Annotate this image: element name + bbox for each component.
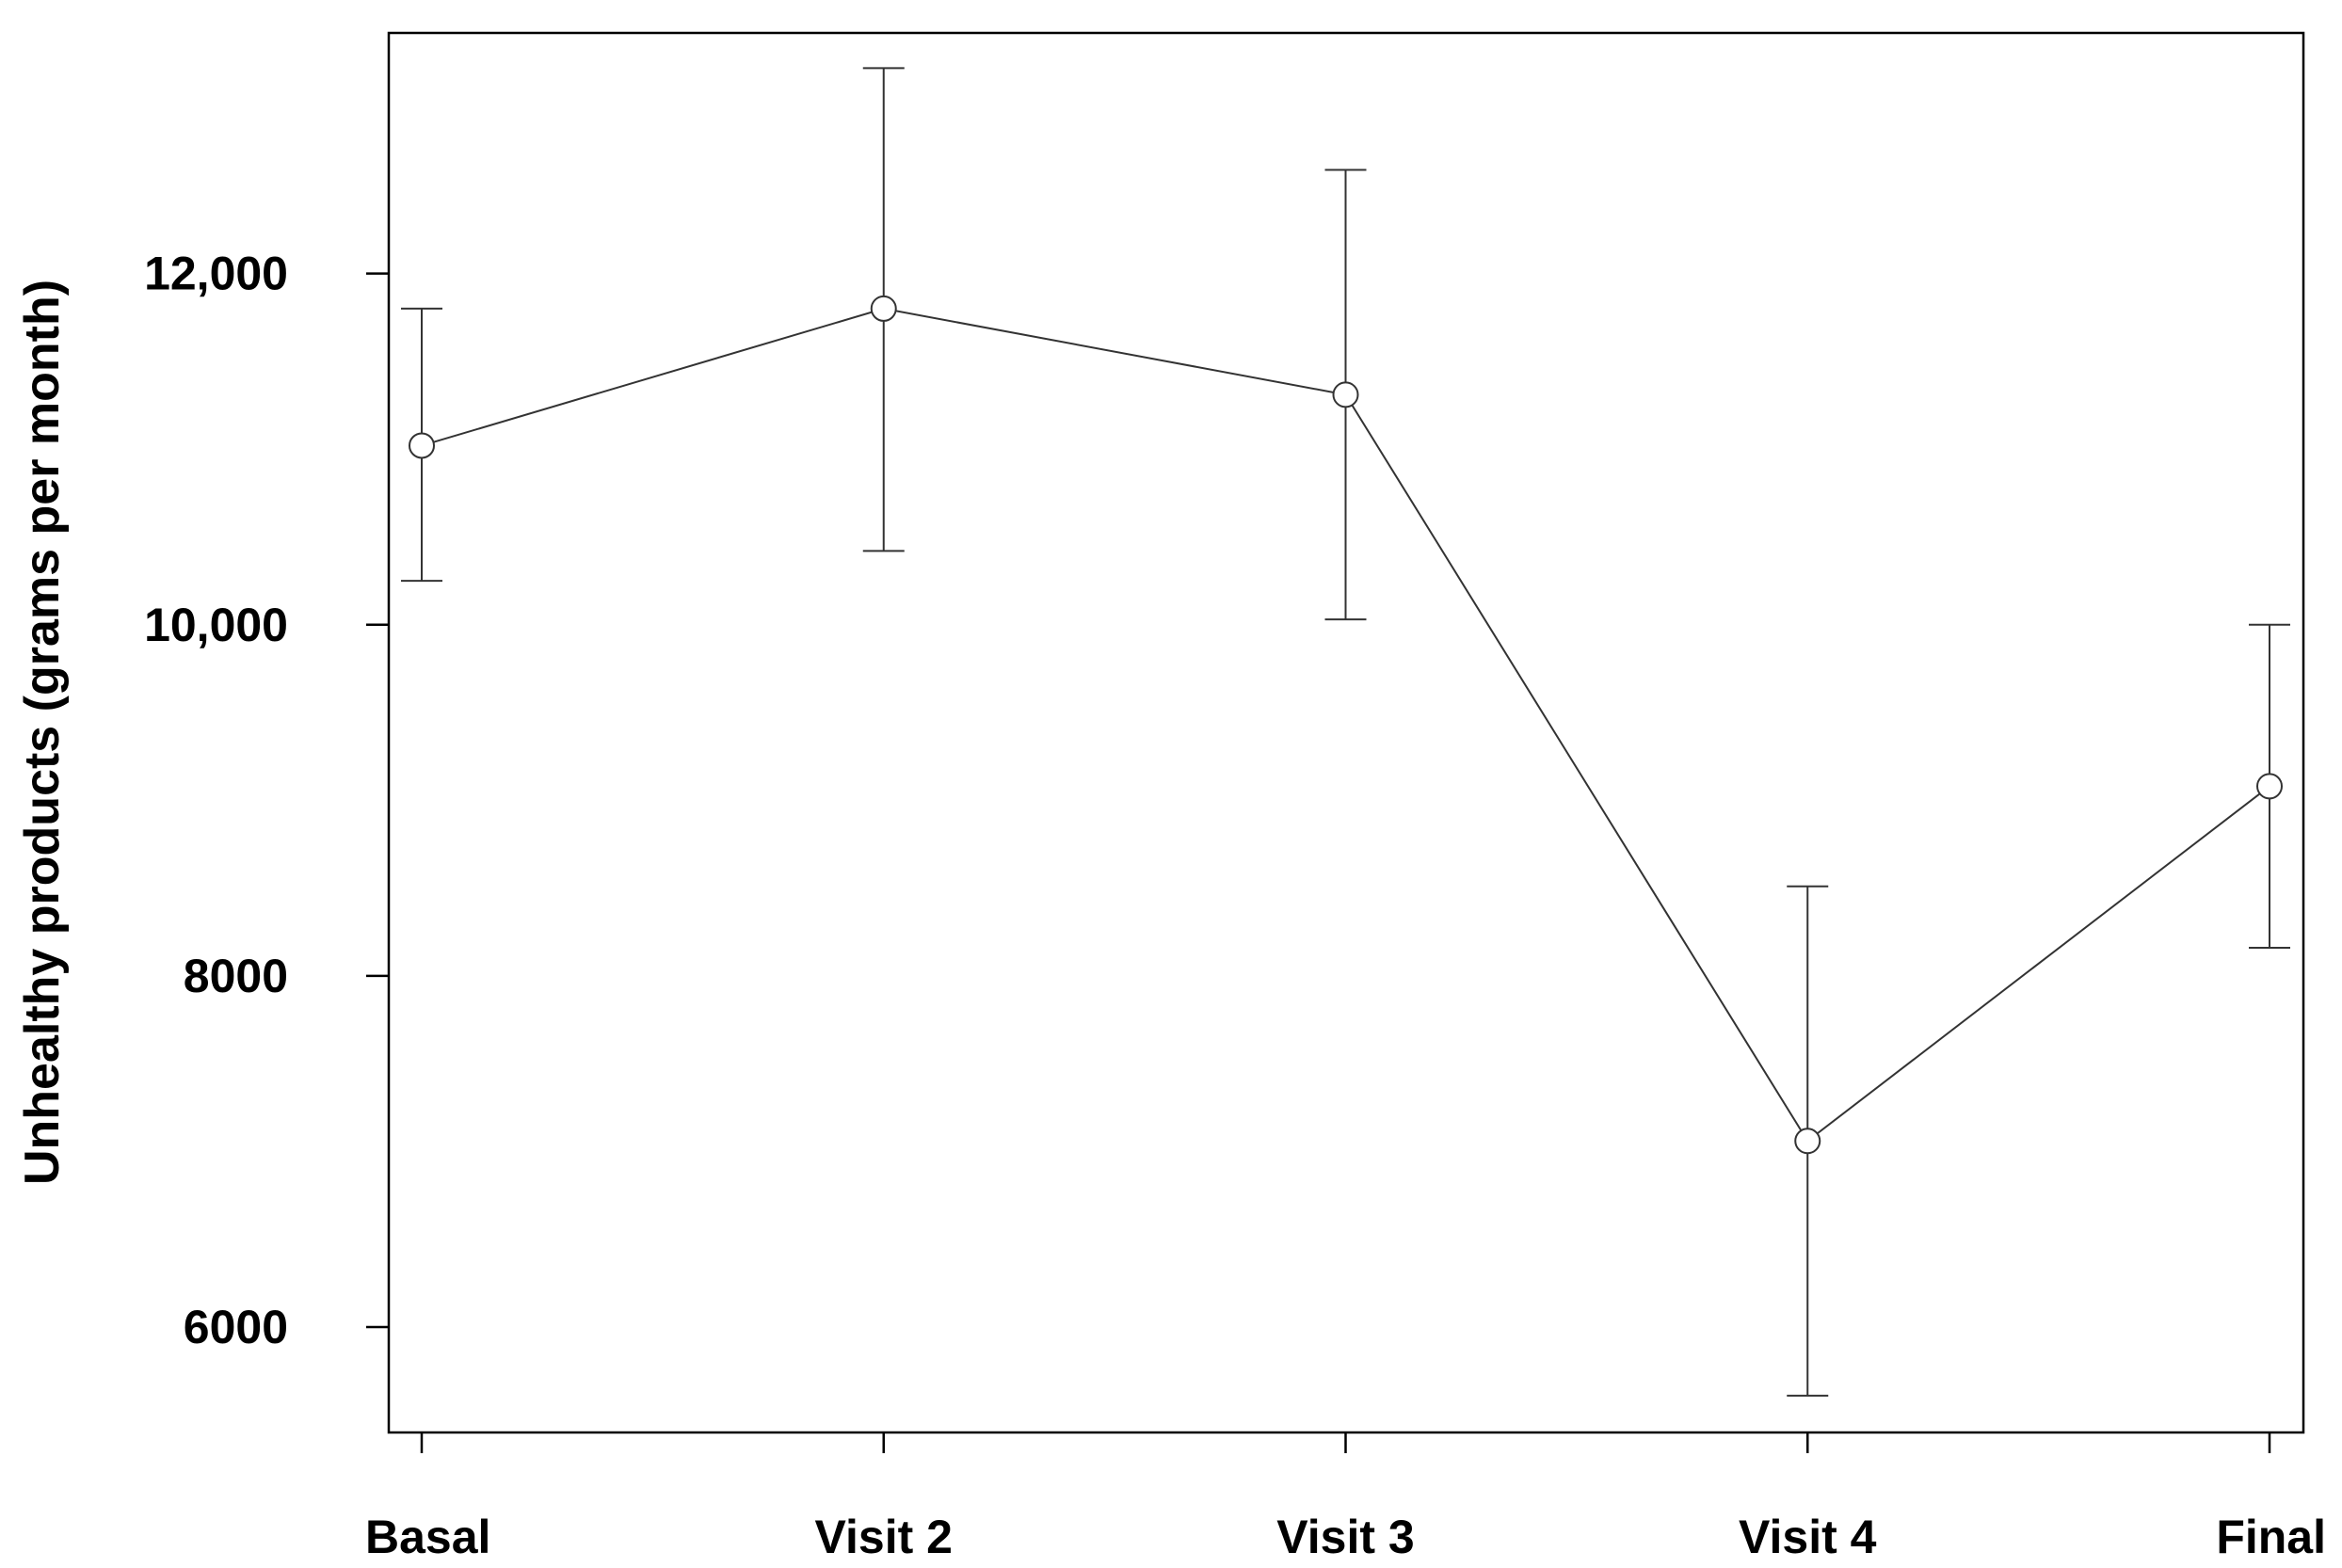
y-axis-title: Unhealthy products (grams per month) (15, 280, 70, 1185)
y-axis-ticks: 6000 8000 10,000 12,000 (144, 248, 389, 1353)
x-axis-ticks: Basal Visit 2 Visit 3 Visit 4 Final (365, 1432, 2326, 1563)
data-point (870, 295, 897, 322)
x-tick-label: Final (2216, 1511, 2326, 1563)
y-tick-label: 12,000 (144, 248, 288, 300)
series-layer (401, 67, 2290, 1397)
x-tick-label: Basal (365, 1511, 490, 1563)
data-point (1794, 1128, 1821, 1155)
y-tick-label: 8000 (184, 950, 288, 1002)
data-point (409, 432, 435, 459)
y-tick-label: 6000 (184, 1301, 288, 1353)
data-point (1332, 381, 1359, 408)
data-point (2256, 773, 2283, 800)
x-tick-label: Visit 4 (1739, 1511, 1877, 1563)
x-tick-label: Visit 2 (815, 1511, 953, 1563)
x-tick-label: Visit 3 (1276, 1511, 1414, 1563)
y-tick-label: 10,000 (144, 599, 288, 651)
